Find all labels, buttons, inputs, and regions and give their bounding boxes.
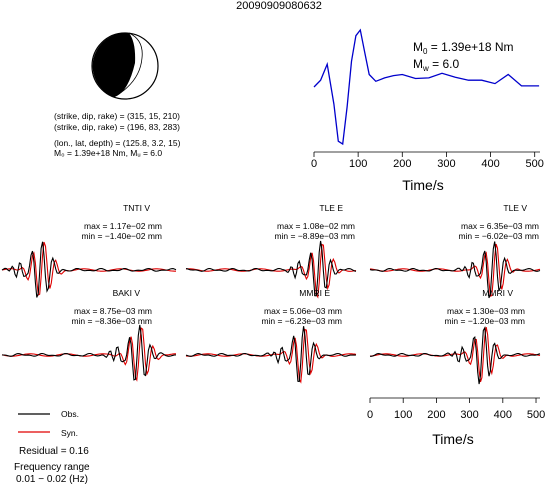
legend-syn-label: Syn.	[61, 428, 78, 438]
waveform-x-tick-label: 0	[367, 409, 373, 421]
nodal-plane-2: (strike, dip, rake) = (196, 83, 283)	[54, 122, 180, 132]
hypocenter: (lon., lat, depth) = (125.8, 3.2, 15)	[54, 138, 181, 148]
stf-x-tick-label: 300	[437, 158, 455, 170]
stf-x-tick-label: 0	[311, 158, 317, 170]
focal-mechanism-beachball	[91, 32, 159, 100]
frequency-range-value: 0.01 − 0.02 (Hz)	[16, 474, 88, 485]
stf-series-line	[313, 28, 540, 146]
trace-station-label: TLE E	[319, 203, 343, 213]
trace-min-label: min = −8.89e−03 mm	[274, 231, 355, 241]
trace-station-label: MMRI V	[482, 288, 513, 298]
trace-min-label: min = −1.40e−02 mm	[81, 231, 162, 241]
trace-max-label: max = 1.30e−03 mm	[447, 306, 525, 316]
nodal-plane-1: (strike, dip, rake) = (315, 15, 210)	[54, 111, 180, 121]
trace-min-label: min = −1.20e−03 mm	[444, 316, 525, 326]
inversion-info: Residual = 0.16 Frequency range 0.01 − 0…	[14, 446, 90, 485]
stf-x-tick-label: 400	[481, 158, 499, 170]
waveform-x-tick-label: 500	[527, 409, 545, 421]
waveform-time-axis: 0 100 200 300 400 500 Time/s	[367, 397, 545, 447]
trace-station-label: TNTI V	[123, 203, 150, 213]
trace-min-label: min = −8.36e−03 mm	[71, 316, 152, 326]
stf-m0-label: M0 = 1.39e+18 Nm	[413, 40, 514, 56]
synthetic-waveform	[1, 327, 176, 382]
residual-text: Residual = 0.16	[19, 446, 89, 457]
trace-max-label: max = 5.06e−03 mm	[264, 306, 342, 316]
waveform-x-tick-label: 300	[460, 409, 478, 421]
trace-max-label: max = 1.08e−02 mm	[277, 221, 355, 231]
event-id-title: 20090909080632	[236, 0, 322, 12]
stf-annotation: M0 = 1.39e+18 Nm Mw = 6.0	[413, 40, 514, 73]
observed-waveform	[369, 241, 541, 299]
trace-station-label: MMRI E	[299, 288, 330, 298]
trace-station-label: BAKI V	[113, 288, 141, 298]
source-time-function-plot: M0 = 1.39e+18 Nm Mw = 6.0 0 100 200 300 400 5…	[311, 28, 544, 193]
trace-max-label: max = 1.17e−02 mm	[84, 221, 162, 231]
observed-waveform	[2, 324, 176, 381]
observed-waveform	[1, 241, 177, 298]
trace-min-label: min = −6.23e−03 mm	[261, 316, 342, 326]
synthetic-waveform	[369, 326, 541, 383]
trace-max-label: max = 8.75e−03 mm	[74, 306, 152, 316]
stf-x-tick-label: 500	[526, 158, 544, 170]
beachball-nodal-plane	[113, 32, 143, 98]
legend: Obs. Syn.	[18, 409, 79, 438]
observed-waveform	[369, 325, 541, 385]
waveform-x-tick-label: 100	[394, 409, 412, 421]
observed-waveform	[185, 326, 357, 383]
mechanism-parameters: (strike, dip, rake) = (315, 15, 210) (st…	[54, 111, 181, 158]
stf-x-tick-label: 100	[349, 158, 367, 170]
stf-x-axis-label: Time/s	[402, 177, 443, 193]
observed-waveform	[185, 240, 357, 297]
waveform-x-tick-label: 200	[427, 409, 445, 421]
stf-x-ticks: 0 100 200 300 400 500	[311, 152, 544, 170]
moment-magnitude: M₀ = 1.39e+18 Nm, Mᵤ = 6.0	[54, 148, 162, 158]
synthetic-waveform	[1, 241, 176, 296]
waveform-x-axis-label: Time/s	[432, 431, 473, 447]
trace-min-label: min = −6.02e−03 mm	[458, 231, 539, 241]
trace-station-label: TLE V	[503, 203, 527, 213]
stf-x-tick-label: 200	[393, 158, 411, 170]
legend-obs-label: Obs.	[61, 409, 79, 419]
trace-max-label: max = 6.35e−03 mm	[461, 221, 539, 231]
waveform-x-tick-label: 400	[494, 409, 512, 421]
waveform-x-ticks: 0 100 200 300 400 500	[367, 398, 545, 421]
stf-mw-label: Mw = 6.0	[413, 57, 459, 73]
beachball-compressional-quadrant	[92, 32, 136, 97]
frequency-range-title: Frequency range	[14, 462, 90, 473]
